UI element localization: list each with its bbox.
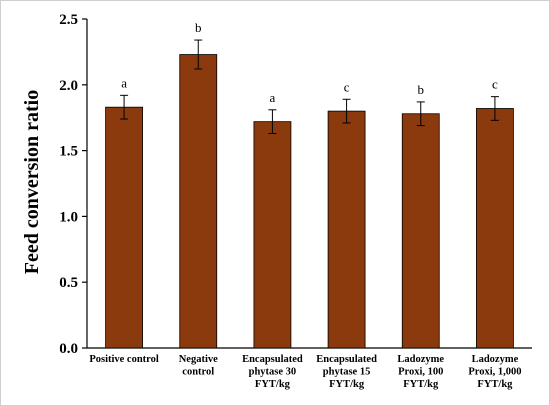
bar <box>401 113 440 349</box>
category-label: Ladozyme Proxi, 100 FYT/kg <box>397 354 444 390</box>
y-tick-label: 0.5 <box>59 275 78 291</box>
significance-letter: a <box>121 75 127 90</box>
significance-letter: b <box>418 82 425 97</box>
category-label-line: Negative <box>179 354 218 365</box>
significance-letter: c <box>344 79 350 94</box>
category-label: Encapsulated phytase 15 FYT/kg <box>316 354 377 390</box>
y-tick-label: 1.0 <box>59 209 78 225</box>
y-axis-label: Feed conversion ratio <box>21 90 43 274</box>
category-label-line: Proxi, 100 <box>398 367 443 378</box>
category-label: Encapsulated phytase 30 FYT/kg <box>242 354 303 390</box>
significance-letter: a <box>270 90 276 105</box>
category-label-line: phytase 30 <box>249 367 297 378</box>
category-label-line: Encapsulated <box>316 354 377 365</box>
category-label-line: Encapsulated <box>242 354 303 365</box>
chart-axes: 0.0 0.5 1.0 1.5 2.0 2.5 <box>59 12 532 357</box>
bar <box>253 121 292 349</box>
category-label-line: FYT/kg <box>255 379 291 390</box>
category-label-line: Ladozyme <box>472 354 519 365</box>
y-tick-label: 2.0 <box>59 78 78 94</box>
category-label-line: FYT/kg <box>329 379 365 390</box>
y-tick-label: 1.5 <box>59 144 78 160</box>
chart-labels: a Positive control b Negative control a Encaps… <box>89 20 521 390</box>
category-label: Ladozyme Proxi, 1,000 FYT/kg <box>468 354 521 390</box>
category-label-line: phytase 15 <box>323 367 371 378</box>
y-tick-label: 2.5 <box>59 12 78 28</box>
bar <box>327 110 366 349</box>
category-label-line: Positive control <box>89 354 159 365</box>
category-label-line: Ladozyme <box>397 354 444 365</box>
chart-bars <box>105 39 514 349</box>
category-label-line: FYT/kg <box>477 379 513 390</box>
category-label-line: Proxi, 1,000 <box>468 367 521 378</box>
category-label: Negative control <box>179 354 218 378</box>
significance-letter: c <box>492 77 498 92</box>
significance-letter: b <box>195 20 202 35</box>
category-label-line: control <box>182 367 214 378</box>
bar <box>105 106 143 349</box>
bar <box>476 108 514 349</box>
y-tick-label: 0.0 <box>59 341 78 357</box>
category-label-line: FYT/kg <box>403 379 439 390</box>
bar <box>179 54 218 349</box>
category-label: Positive control <box>89 354 159 365</box>
